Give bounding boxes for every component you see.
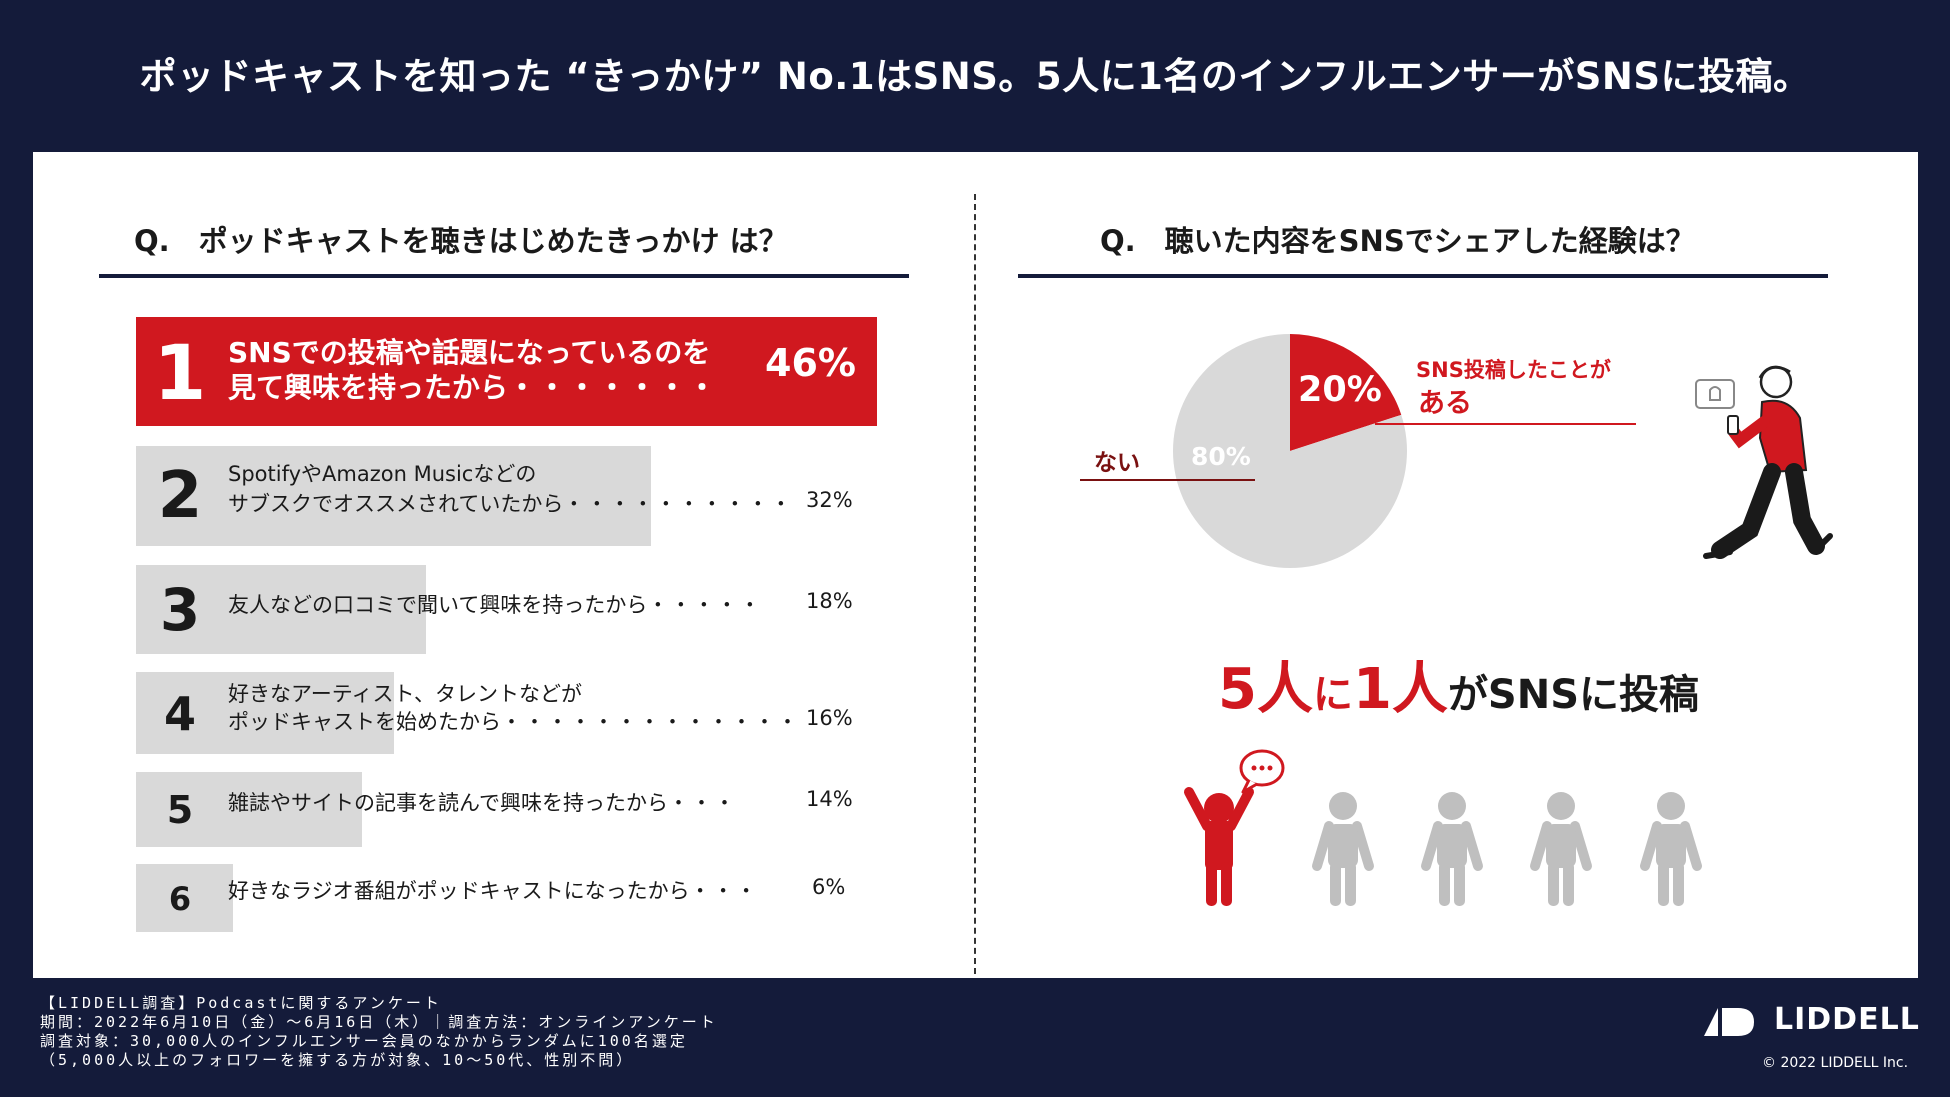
- ranking-percent: 18%: [806, 589, 853, 613]
- ranking-number: 1: [153, 328, 207, 417]
- ranking-text-line2: サブスクでオススメされていたから・・・・・・・・・・: [228, 492, 794, 516]
- page-title: ポッドキャストを知った “きっかけ” No.1はSNS。5人に1名のインフルエン…: [139, 55, 1811, 98]
- ranking-text-line2: 雑誌やサイトの記事を読んで興味を持ったから・・・: [228, 791, 737, 815]
- ranking-number: 6: [168, 880, 192, 918]
- ranking-row: 4 好きなアーティスト、タレントなどがポッドキャストを始めたから・・・・・・・・・…: [136, 672, 896, 754]
- ranking-text-line1: SpotifyやAmazon Musicなどの: [228, 462, 537, 486]
- ranking-percent: 32%: [806, 488, 853, 512]
- ranking-leader-dots: ・・・: [689, 879, 759, 903]
- ranking-percent: 6%: [812, 875, 846, 899]
- footnote-line: 期間：2022年6月10日（金）〜6月16日（木）｜調査方法：オンラインアンケー…: [40, 1013, 718, 1031]
- ranking-text-line2: 見て興味を持ったから・・・・・・・: [228, 371, 719, 404]
- ranking-percent: 46%: [765, 341, 856, 385]
- ranking-text-line2: 好きなラジオ番組がポッドキャストになったから・・・: [228, 879, 759, 903]
- ranking-leader-dots: ・・・・・・・: [508, 371, 719, 404]
- ranking-bar: [136, 772, 362, 847]
- ranking-leader-dots: ・・・・・・・・・・・・・: [501, 710, 800, 734]
- ranking-text-line2: ポッドキャストを始めたから・・・・・・・・・・・・・: [228, 710, 800, 734]
- pie-yes-label-line2: ある: [1418, 388, 1472, 419]
- ranking-percent: 14%: [806, 787, 853, 811]
- ranking-text-line1: SNSでの投稿や話題になっているのを: [228, 336, 711, 369]
- left-question-underline: [99, 274, 909, 278]
- footnote-line: （5,000人以上のフォロワーを擁する方が対象、10〜50代、性別不問）: [40, 1051, 635, 1069]
- ranking-leader-dots: ・・・・・: [647, 593, 763, 617]
- ranking-percent: 16%: [806, 706, 853, 730]
- five-to-one-headline: 5人に1人がSNSに投稿: [1218, 644, 1699, 725]
- headline-five-people: 5人: [1218, 657, 1313, 722]
- liddell-logo-mark: [1704, 1008, 1754, 1036]
- person-with-phone-illustration: [1695, 365, 1833, 559]
- ranking-text-line2: 友人などの口コミで聞いて興味を持ったから・・・・・: [228, 593, 763, 617]
- ranking-number: 5: [166, 788, 194, 832]
- footnote-line: 【LIDDELL調査】Podcastに関するアンケート: [40, 994, 442, 1012]
- ranking-bar: [136, 864, 233, 932]
- ranking-bar: [136, 565, 426, 654]
- ranking-bar: [136, 446, 651, 546]
- ranking-leader-dots: ・・・・・・・・・・: [563, 492, 794, 516]
- pie-no-label: ない: [1094, 450, 1140, 476]
- copyright: © 2022 LIDDELL Inc.: [1762, 1055, 1909, 1071]
- headline-ni: に: [1312, 672, 1353, 718]
- headline-one-person: 1人: [1352, 657, 1448, 722]
- ranking-row: 5 雑誌やサイトの記事を読んで興味を持ったから・・・ 14%: [136, 772, 896, 847]
- right-question: Q. 聴いた内容をSNSでシェアした経験は？: [1100, 224, 1695, 258]
- footnote-line: 調査対象：30,000人のインフルエンサー会員のなかからランダムに100名選定: [40, 1032, 688, 1050]
- ranking-bar: [136, 317, 877, 426]
- liddell-logo-text: LIDDELL: [1774, 1002, 1920, 1037]
- ranking-number: 3: [159, 576, 201, 644]
- right-question-underline: [1018, 274, 1828, 278]
- ranking-number: 4: [163, 687, 196, 741]
- pie-yes-percent: 20%: [1298, 370, 1382, 410]
- survey-footnote: 【LIDDELL調査】Podcastに関するアンケート 期間：2022年6月10日…: [40, 994, 718, 1070]
- ranking-number: 2: [157, 459, 203, 533]
- panel-divider: [974, 194, 976, 974]
- ranking-text-line1: 好きなアーティスト、タレントなどが: [228, 682, 583, 706]
- left-question: Q. ポッドキャストを聴きはじめたきっかけ は？: [134, 224, 788, 258]
- ranking-row: 3 友人などの口コミで聞いて興味を持ったから・・・・・ 18%: [136, 565, 896, 654]
- ranking-bar: [136, 672, 394, 754]
- pie-yes-label-line1: SNS投稿したことが: [1416, 358, 1611, 382]
- ranking-row: 1 SNSでの投稿や話題になっているのを 見て興味を持ったから・・・・・・・ 46%: [136, 317, 896, 426]
- ranking-row: 6 好きなラジオ番組がポッドキャストになったから・・・ 6%: [136, 864, 896, 932]
- ranking-leader-dots: ・・・: [667, 791, 737, 815]
- pie-no-percent: 80%: [1191, 442, 1251, 471]
- headline-rest: がSNSに投稿: [1447, 672, 1700, 718]
- ranking-row: 2 SpotifyやAmazon Musicなどのサブスクでオススメされていたから…: [136, 446, 896, 546]
